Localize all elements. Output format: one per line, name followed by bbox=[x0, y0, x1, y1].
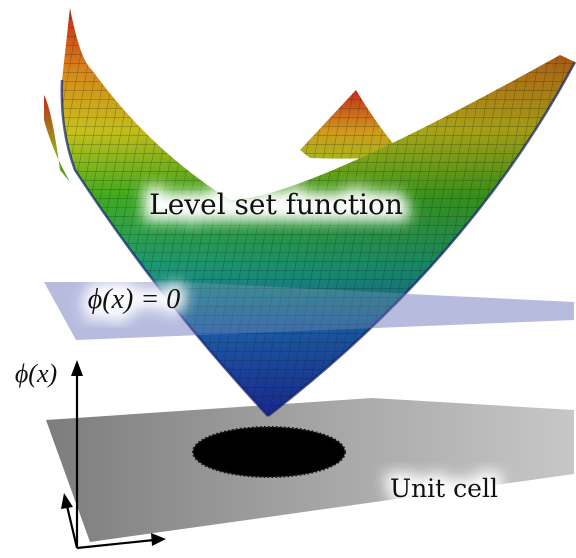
unit-cell-label-group: Unit cell Unit cell bbox=[384, 468, 504, 509]
surface-back-right-mesh bbox=[300, 90, 404, 159]
surface-label-halo: Level set function bbox=[149, 188, 403, 221]
surface-label-group: Level set function Level set function bbox=[142, 181, 410, 228]
coordinate-axes bbox=[61, 360, 166, 550]
zero-plane-label-halo: ϕ(x) = 0 bbox=[88, 284, 180, 315]
zero-plane-label-group: ϕ(x) = 0 ϕ(x) = 0 bbox=[82, 278, 186, 321]
unit-cell-label-halo: Unit cell bbox=[390, 474, 498, 503]
surface-back-left bbox=[44, 95, 70, 182]
unit-cell-hole bbox=[192, 426, 346, 478]
unit-cell-label: Unit cell bbox=[390, 474, 498, 503]
axis-label: ϕ(x) bbox=[15, 359, 57, 388]
zero-plane-front bbox=[44, 282, 574, 340]
zero-plane-label: ϕ(x) = 0 bbox=[88, 284, 180, 315]
level-set-surface bbox=[60, 8, 576, 417]
surface-label: Level set function bbox=[149, 188, 403, 221]
